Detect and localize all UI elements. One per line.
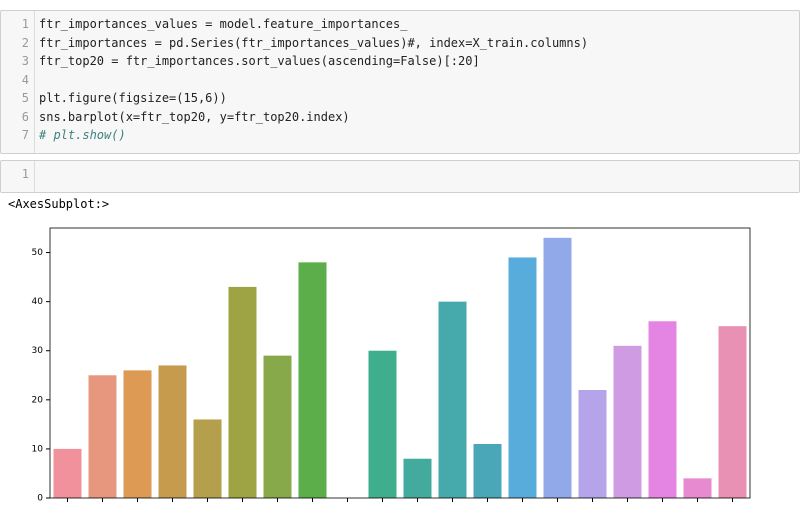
code-cell[interactable]: 1 ftr_importances_values = model.feature_… xyxy=(0,10,800,154)
bar xyxy=(683,478,712,498)
y-tick-label: 0 xyxy=(37,494,43,504)
y-tick-label: 20 xyxy=(32,395,44,405)
code-line: ftr_importances = pd.Series(ftr_importan… xyxy=(39,35,589,50)
bar xyxy=(473,444,502,498)
line-number: 2 xyxy=(21,35,29,50)
bar xyxy=(228,286,257,498)
bar xyxy=(298,262,327,498)
bar xyxy=(648,321,677,498)
code-cell[interactable]: 1 xyxy=(0,160,800,193)
line-number: 5 xyxy=(21,91,29,105)
bar xyxy=(158,365,187,498)
line-number: 6 xyxy=(21,109,29,124)
bar xyxy=(718,326,747,498)
code-line: # plt.show() xyxy=(39,128,126,142)
bar xyxy=(263,355,292,498)
bar xyxy=(578,390,607,498)
bar xyxy=(403,458,432,498)
y-tick-label: 10 xyxy=(32,444,44,454)
line-number: 4 xyxy=(21,72,29,87)
code-line: sns.barplot(x=ftr_top20, y=ftr_top20.ind… xyxy=(39,109,350,124)
y-tick-label: 40 xyxy=(32,297,44,307)
bar xyxy=(368,350,397,498)
plot-frame xyxy=(49,227,751,499)
bar xyxy=(508,257,537,498)
line-number: 1 xyxy=(21,167,29,181)
code-line: ftr_top20 = ftr_importances.sort_values(… xyxy=(39,54,480,68)
bar xyxy=(123,370,152,498)
bar xyxy=(438,301,467,498)
bar xyxy=(193,419,222,498)
y-tick-label: 50 xyxy=(32,248,44,258)
chart: 0 10 20 30 40 50 xyxy=(32,227,751,504)
code-line: plt.figure(figsize=(15,6)) xyxy=(39,91,227,105)
y-tick-label: 30 xyxy=(32,346,44,356)
line-number: 1 xyxy=(21,17,29,31)
code-line: ftr_importances_values = model.feature_i… xyxy=(39,17,408,31)
bar xyxy=(88,375,117,498)
line-number: 7 xyxy=(21,128,29,142)
bar xyxy=(543,237,572,498)
bar xyxy=(53,448,82,498)
line-number: 3 xyxy=(21,54,29,68)
bar xyxy=(613,345,642,498)
output-text: <AxesSubplot:> xyxy=(8,197,110,211)
